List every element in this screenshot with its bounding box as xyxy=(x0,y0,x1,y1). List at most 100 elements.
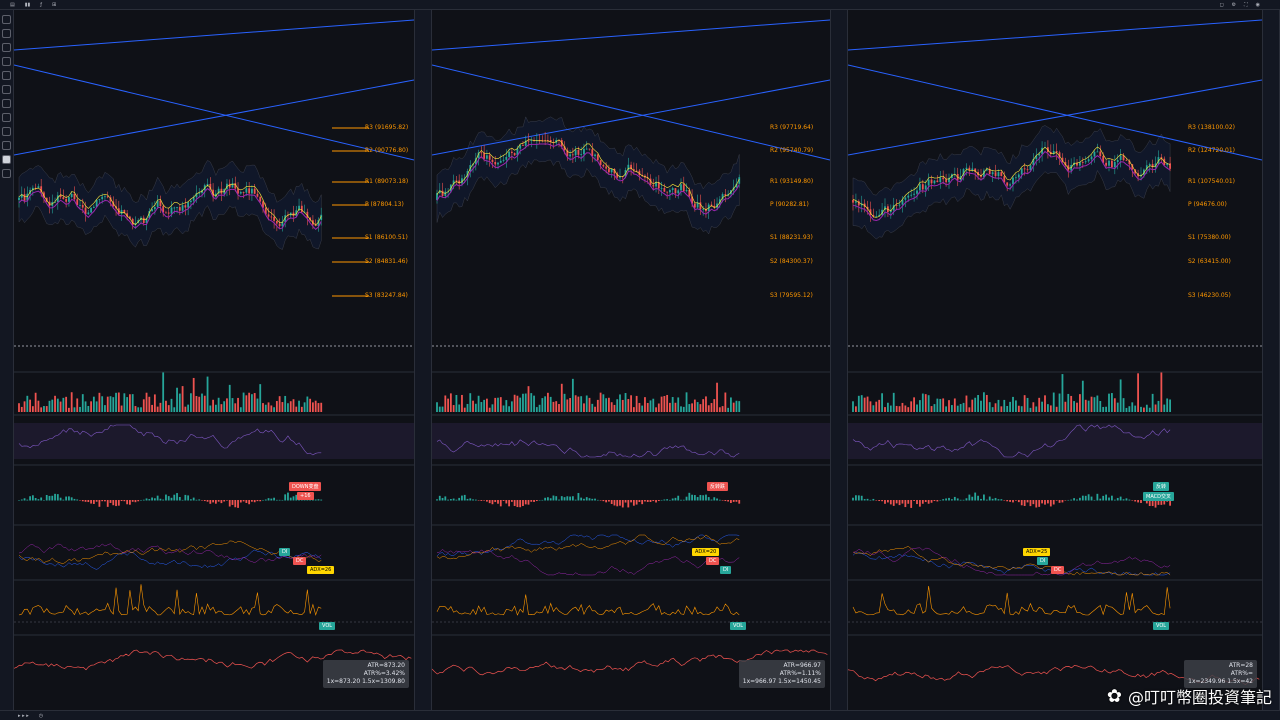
macd-bar xyxy=(710,499,713,501)
macd-bar xyxy=(228,500,231,507)
candle-body xyxy=(270,216,273,218)
price-axis[interactable] xyxy=(414,10,431,710)
candle-body xyxy=(190,200,192,203)
volume-bar xyxy=(588,397,591,412)
macd-bar xyxy=(231,500,234,505)
volume-bar xyxy=(142,399,145,412)
pivot-level-label: R1 (107540.01) xyxy=(1188,178,1236,185)
volume-bar xyxy=(92,396,95,412)
candle-body xyxy=(1032,159,1035,166)
volume-bar xyxy=(866,396,869,412)
price-axis[interactable] xyxy=(1262,10,1279,710)
symbol-search[interactable]: ▤ xyxy=(10,1,15,8)
cursor-tool-icon[interactable] xyxy=(2,15,11,24)
macd-bar xyxy=(173,494,176,501)
measure-tool-icon[interactable] xyxy=(2,99,11,108)
volume-bar xyxy=(560,383,563,412)
chart-panel-3[interactable]: R3 (138100.02) R2 (124720.01) R1 (107540.0… xyxy=(848,10,1280,710)
macd-bar xyxy=(148,499,151,501)
trash-tool-icon[interactable] xyxy=(2,169,11,178)
volume-bar xyxy=(126,397,129,412)
volume-bar xyxy=(1061,374,1064,412)
text-tool-icon[interactable] xyxy=(2,71,11,80)
macd-bar xyxy=(948,497,950,501)
macd-bar xyxy=(895,500,898,504)
visibility-tool-icon[interactable] xyxy=(2,155,11,164)
atr-line xyxy=(14,649,412,671)
macd-bar xyxy=(449,499,452,501)
pivot-level-label: S1 (86100.51) xyxy=(365,234,408,241)
macd-bar xyxy=(530,500,533,502)
volume-bar xyxy=(691,403,693,412)
macd-bar xyxy=(1044,500,1046,505)
candle-body xyxy=(40,186,43,193)
candle-body xyxy=(59,195,62,198)
candle-body xyxy=(131,218,134,225)
trend-line xyxy=(14,19,415,51)
volume-bar xyxy=(657,403,660,412)
volume-bar xyxy=(455,394,458,412)
publish-button[interactable]: ◻ xyxy=(1219,1,1224,8)
candle-body xyxy=(162,206,165,213)
zoom-tool-icon[interactable] xyxy=(2,113,11,122)
macd-bar xyxy=(646,500,649,502)
fib-tool-icon[interactable] xyxy=(2,43,11,52)
macd-bar xyxy=(724,500,727,502)
layout-button[interactable]: ⊞ xyxy=(52,1,57,8)
macd-bar xyxy=(522,500,524,507)
camera-icon[interactable]: ◉ xyxy=(1255,1,1260,8)
trendline-tool-icon[interactable] xyxy=(2,29,11,38)
timezone-label[interactable]: ◷ xyxy=(38,712,44,719)
candle-body xyxy=(927,179,930,186)
macd-bar xyxy=(112,500,115,506)
settings-icon[interactable]: ⚙ xyxy=(1231,1,1237,8)
macd-bar xyxy=(713,497,716,501)
volume-bar xyxy=(223,401,226,412)
macd-bar xyxy=(898,500,901,506)
candle-body xyxy=(936,180,939,183)
volume-bar xyxy=(878,399,881,412)
volume-bar xyxy=(530,393,533,412)
trend-line xyxy=(14,64,415,161)
macd-bar xyxy=(644,500,646,502)
macd-bar xyxy=(927,500,930,504)
fullscreen-icon[interactable]: ⛶ xyxy=(1244,1,1248,8)
indicators-button[interactable]: ƒ xyxy=(40,1,43,8)
volume-bar xyxy=(652,398,655,412)
volume-bar xyxy=(610,402,613,412)
volume-bar xyxy=(117,392,120,412)
pattern-tool-icon[interactable] xyxy=(2,85,11,94)
volume-bar xyxy=(566,399,569,412)
lock-tool-icon[interactable] xyxy=(2,141,11,150)
chart-panel-2[interactable]: R3 (97719.64) R2 (95740.79) R1 (93149.80) P… xyxy=(432,10,848,710)
candle-body xyxy=(26,193,29,201)
interval-button[interactable]: ▮▮ xyxy=(24,1,31,8)
macd-bar xyxy=(126,500,129,505)
candle-body xyxy=(1119,155,1122,160)
candle-body xyxy=(974,168,977,173)
chart-panel-1[interactable]: R3 (91695.82) R2 (90776.80) R1 (89073.18) P… xyxy=(14,10,432,710)
magnet-tool-icon[interactable] xyxy=(2,127,11,136)
candle-body xyxy=(167,212,170,214)
candle-body xyxy=(541,140,544,141)
volume-bar xyxy=(452,405,455,412)
macd-bar xyxy=(120,500,123,502)
range-selector[interactable]: ▸ ▸ ▸ xyxy=(18,712,29,719)
macd-bar xyxy=(718,499,721,501)
candle-body xyxy=(663,187,666,192)
volatility-line xyxy=(436,594,740,616)
volume-bar xyxy=(1116,402,1119,412)
macd-bar xyxy=(26,499,29,501)
candle-body xyxy=(253,188,256,194)
volume-bar xyxy=(1035,406,1038,412)
candle-body xyxy=(632,169,635,171)
macd-bar xyxy=(971,496,974,501)
macd-bar xyxy=(1125,498,1128,501)
volume-bar xyxy=(259,384,262,412)
brush-tool-icon[interactable] xyxy=(2,57,11,66)
macd-bar xyxy=(140,499,142,501)
price-axis[interactable] xyxy=(830,10,847,710)
volume-bar xyxy=(449,393,452,412)
macd-bar xyxy=(997,499,1000,501)
macd-bar xyxy=(292,496,295,501)
